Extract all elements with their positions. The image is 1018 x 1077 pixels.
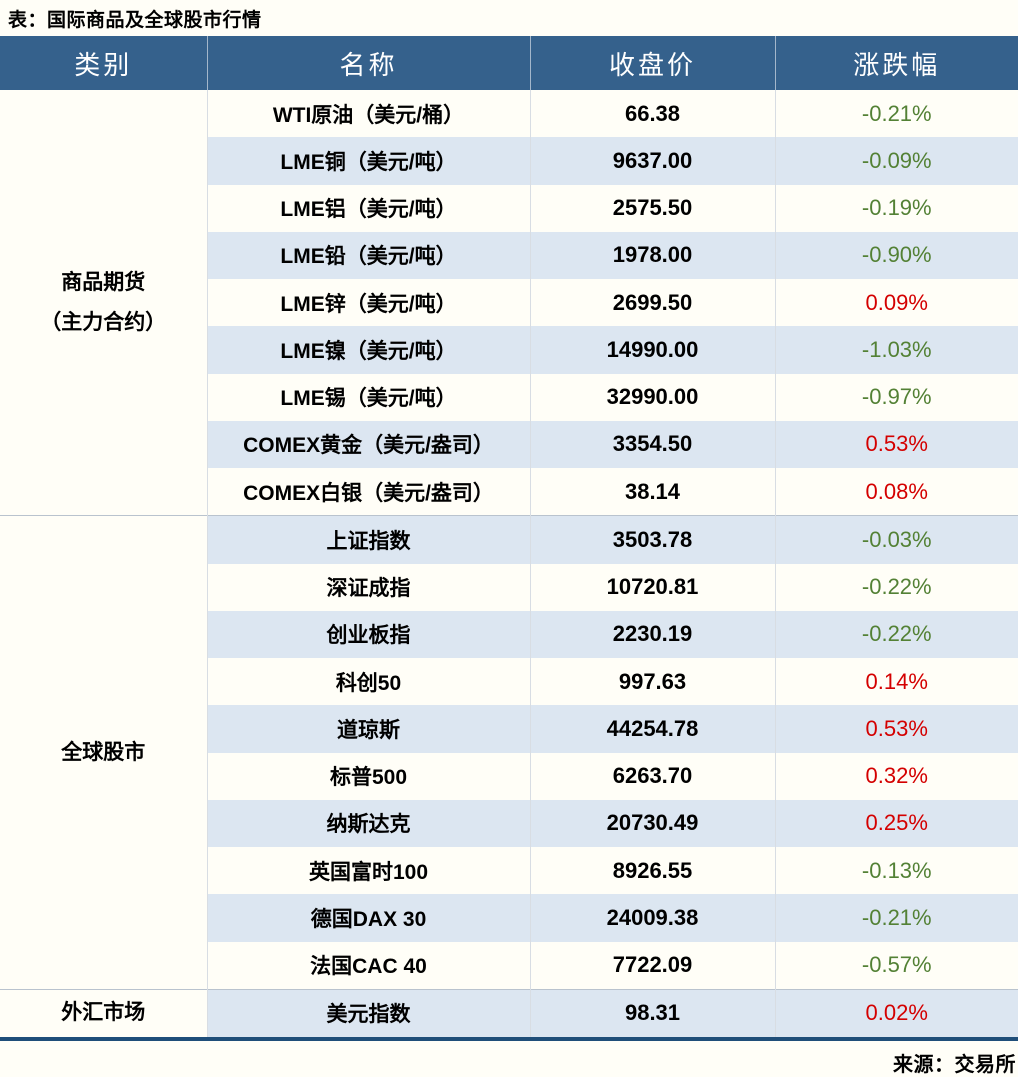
name-cell: COMEX白银（美元/盎司） <box>206 468 530 516</box>
market-table: 类别 名称 收盘价 涨跌幅 商品期货 （主力合约） WTI原油（美元/桶） 66.3… <box>0 36 1018 1041</box>
table-row: 创业板指 2230.19 -0.22% <box>0 610 1018 658</box>
table-row: 科创50 997.63 0.14% <box>0 658 1018 706</box>
change-cell: 0.25% <box>774 799 1018 847</box>
change-cell: -0.21% <box>774 894 1018 942</box>
change-cell: 0.53% <box>774 420 1018 468</box>
change-cell: 0.08% <box>774 468 1018 516</box>
name-cell: COMEX黄金（美元/盎司） <box>206 420 530 468</box>
close-cell: 2699.50 <box>529 279 775 327</box>
col-header-change: 涨跌幅 <box>774 36 1018 90</box>
close-cell: 3354.50 <box>529 420 775 468</box>
name-cell: 纳斯达克 <box>206 799 530 847</box>
change-cell: 0.53% <box>774 705 1018 753</box>
close-cell: 38.14 <box>529 468 775 516</box>
table-title: 表：国际商品及全球股市行情 <box>8 10 262 31</box>
col-header-category: 类别 <box>0 36 207 90</box>
name-cell: 法国CAC 40 <box>206 941 530 990</box>
change-cell: -0.21% <box>774 90 1018 138</box>
table-row: LME铜（美元/吨） 9637.00 -0.09% <box>0 137 1018 185</box>
table-row: 法国CAC 40 7722.09 -0.57% <box>0 941 1018 990</box>
table-row: COMEX黄金（美元/盎司） 3354.50 0.53% <box>0 420 1018 468</box>
change-cell: -1.03% <box>774 326 1018 374</box>
name-cell: 科创50 <box>206 658 530 706</box>
close-cell: 10720.81 <box>529 563 775 611</box>
name-cell: 创业板指 <box>206 610 530 658</box>
table-row: LME铝（美元/吨） 2575.50 -0.19% <box>0 184 1018 232</box>
change-cell: -0.13% <box>774 847 1018 895</box>
name-cell: WTI原油（美元/桶） <box>206 90 530 138</box>
close-cell: 20730.49 <box>529 799 775 847</box>
table-row: 商品期货 （主力合约） WTI原油（美元/桶） 66.38 -0.21% <box>0 90 1018 516</box>
close-cell: 7722.09 <box>529 941 775 990</box>
table-row: 道琼斯 44254.78 0.53% <box>0 705 1018 753</box>
change-cell: 0.09% <box>774 279 1018 327</box>
change-cell: -0.09% <box>774 137 1018 185</box>
change-cell: -0.97% <box>774 373 1018 421</box>
name-cell: 深证成指 <box>206 563 530 611</box>
name-cell: LME锌（美元/吨） <box>206 279 530 327</box>
close-cell: 14990.00 <box>529 326 775 374</box>
table-row: 英国富时100 8926.55 -0.13% <box>0 847 1018 895</box>
table-row: COMEX白银（美元/盎司） 38.14 0.08% <box>0 468 1018 516</box>
close-cell: 98.31 <box>529 988 775 1039</box>
close-cell: 3503.78 <box>529 515 775 564</box>
change-cell: -0.57% <box>774 941 1018 990</box>
close-cell: 44254.78 <box>529 705 775 753</box>
name-cell: 英国富时100 <box>206 847 530 895</box>
change-cell: -0.22% <box>774 610 1018 658</box>
close-cell: 32990.00 <box>529 373 775 421</box>
table-row: 德国DAX 30 24009.38 -0.21% <box>0 894 1018 942</box>
col-header-close: 收盘价 <box>529 36 775 90</box>
close-cell: 66.38 <box>529 90 775 138</box>
name-cell: LME锡（美元/吨） <box>206 373 530 421</box>
table-body: 商品期货 （主力合约） WTI原油（美元/桶） 66.38 -0.21% LME铜（美元… <box>0 90 1018 1039</box>
close-cell: 9637.00 <box>529 137 775 185</box>
category-cell: 商品期货 （主力合约） <box>0 90 207 516</box>
close-cell: 1978.00 <box>529 231 775 279</box>
table-row: 外汇市场 美元指数 98.31 0.02% <box>0 988 1018 1039</box>
change-cell: -0.22% <box>774 563 1018 611</box>
name-cell: LME铜（美元/吨） <box>206 137 530 185</box>
table-row: LME锌（美元/吨） 2699.50 0.09% <box>0 279 1018 327</box>
source-note: 来源：交易所 <box>893 1054 1016 1076</box>
change-cell: 0.32% <box>774 752 1018 800</box>
change-cell: -0.19% <box>774 184 1018 232</box>
header-row: 类别 名称 收盘价 涨跌幅 <box>0 36 1018 90</box>
table-row: LME镍（美元/吨） 14990.00 -1.03% <box>0 326 1018 374</box>
table-row: 纳斯达克 20730.49 0.25% <box>0 799 1018 847</box>
name-cell: 德国DAX 30 <box>206 894 530 942</box>
close-cell: 24009.38 <box>529 894 775 942</box>
change-cell: 0.14% <box>774 658 1018 706</box>
change-cell: -0.03% <box>774 515 1018 564</box>
name-cell: 美元指数 <box>206 988 530 1039</box>
category-cell: 外汇市场 <box>0 988 207 1039</box>
close-cell: 6263.70 <box>529 752 775 800</box>
close-cell: 2575.50 <box>529 184 775 232</box>
close-cell: 997.63 <box>529 658 775 706</box>
name-cell: LME铅（美元/吨） <box>206 231 530 279</box>
name-cell: LME镍（美元/吨） <box>206 326 530 374</box>
change-cell: -0.90% <box>774 231 1018 279</box>
name-cell: 道琼斯 <box>206 705 530 753</box>
table-row: LME铅（美元/吨） 1978.00 -0.90% <box>0 231 1018 279</box>
category-cell: 全球股市 <box>0 515 207 990</box>
close-cell: 8926.55 <box>529 847 775 895</box>
close-cell: 2230.19 <box>529 610 775 658</box>
name-cell: 上证指数 <box>206 515 530 564</box>
col-header-name: 名称 <box>206 36 530 90</box>
name-cell: LME铝（美元/吨） <box>206 184 530 232</box>
table-row: LME锡（美元/吨） 32990.00 -0.97% <box>0 373 1018 421</box>
table-row: 标普500 6263.70 0.32% <box>0 752 1018 800</box>
table-row: 深证成指 10720.81 -0.22% <box>0 563 1018 611</box>
name-cell: 标普500 <box>206 752 530 800</box>
change-cell: 0.02% <box>774 988 1018 1039</box>
table-row: 全球股市 上证指数 3503.78 -0.03% <box>0 515 1018 990</box>
